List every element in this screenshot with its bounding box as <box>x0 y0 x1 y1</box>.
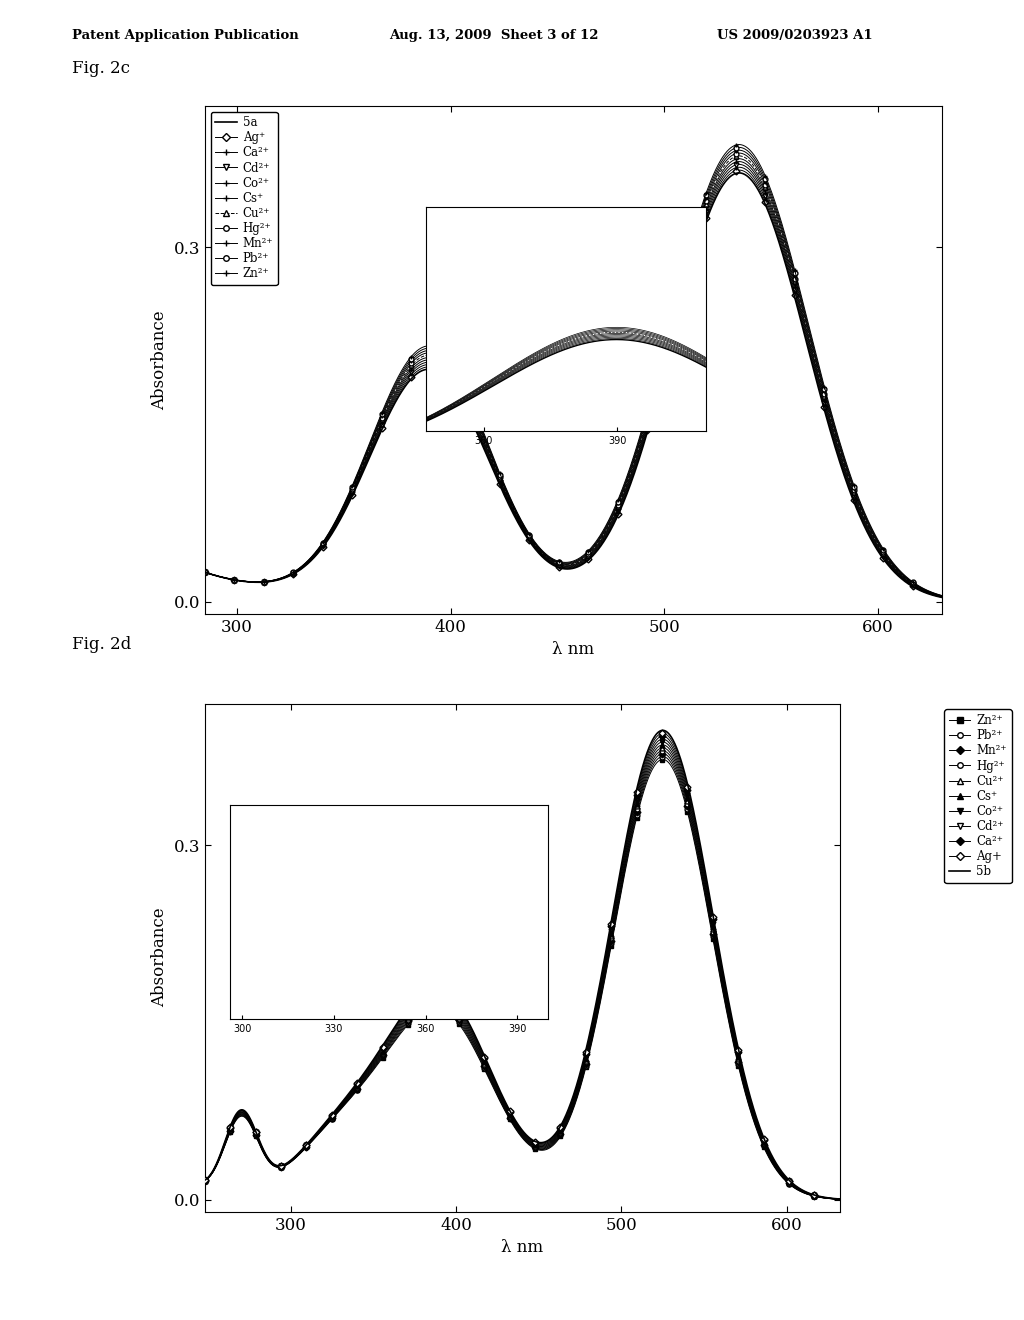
Text: US 2009/0203923 A1: US 2009/0203923 A1 <box>717 29 872 42</box>
Text: Fig. 2c: Fig. 2c <box>72 59 130 77</box>
X-axis label: λ nm: λ nm <box>552 642 595 659</box>
Text: Patent Application Publication: Patent Application Publication <box>72 29 298 42</box>
Legend: Zn²⁺, Pb²⁺, Mn²⁺, Hg²⁺, Cu²⁺, Cs⁺, Co²⁺, Cd²⁺, Ca²⁺, Ag+, 5b: Zn²⁺, Pb²⁺, Mn²⁺, Hg²⁺, Cu²⁺, Cs⁺, Co²⁺,… <box>944 709 1012 883</box>
X-axis label: λ nm: λ nm <box>501 1239 544 1257</box>
Text: Aug. 13, 2009  Sheet 3 of 12: Aug. 13, 2009 Sheet 3 of 12 <box>389 29 599 42</box>
Y-axis label: Absorbance: Absorbance <box>151 310 168 409</box>
Legend: 5a, Ag⁺, Ca²⁺, Cd²⁺, Co²⁺, Cs⁺, Cu²⁺, Hg²⁺, Mn²⁺, Pb²⁺, Zn²⁺: 5a, Ag⁺, Ca²⁺, Cd²⁺, Co²⁺, Cs⁺, Cu²⁺, Hg… <box>211 111 278 285</box>
Text: Fig. 2d: Fig. 2d <box>72 636 131 653</box>
Y-axis label: Absorbance: Absorbance <box>151 908 168 1007</box>
